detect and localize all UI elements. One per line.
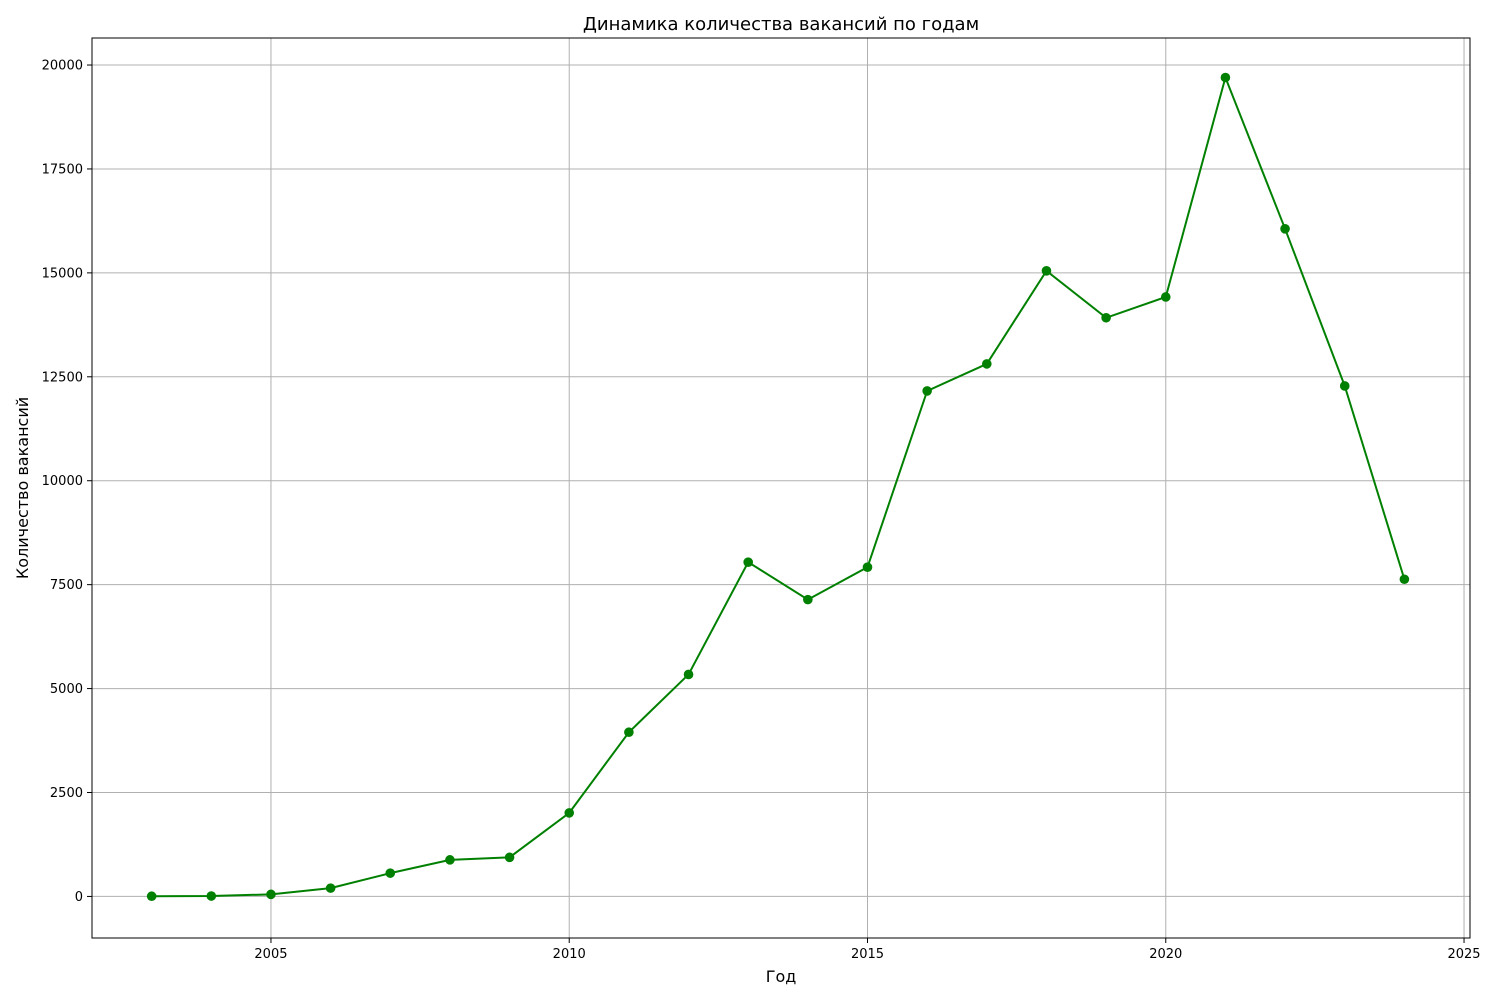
x-axis-label: Год bbox=[766, 967, 797, 986]
data-point bbox=[325, 883, 336, 893]
data-point bbox=[266, 889, 276, 900]
data-point bbox=[1041, 265, 1052, 276]
x-tick-label: 2010 bbox=[553, 947, 586, 962]
y-axis-label: Количество вакансий bbox=[13, 397, 32, 579]
data-point bbox=[862, 562, 873, 572]
data-point bbox=[206, 891, 217, 901]
y-tick-label: 15000 bbox=[42, 266, 83, 281]
series-line bbox=[151, 74, 1406, 898]
data-point bbox=[1220, 72, 1231, 83]
data-point bbox=[982, 359, 992, 369]
y-tick-label: 12500 bbox=[42, 370, 83, 385]
data-point bbox=[922, 386, 932, 396]
data-point bbox=[445, 855, 455, 865]
y-axis-ticks: 0 2500 5000 7500 10000 12500 15000 17500 20000 bbox=[42, 59, 92, 905]
x-tick-label: 2015 bbox=[851, 947, 884, 962]
y-tick-label: 2500 bbox=[50, 786, 83, 801]
plot-area-frame bbox=[91, 37, 1471, 939]
x-axis-ticks: 2005 2010 2015 2020 2025 bbox=[254, 938, 1481, 962]
grid-lines bbox=[92, 38, 1470, 938]
y-tick-label: 10000 bbox=[42, 474, 83, 489]
x-tick-label: 2025 bbox=[1447, 947, 1480, 962]
data-point bbox=[385, 868, 396, 878]
y-tick-label: 0 bbox=[75, 890, 83, 905]
data-point bbox=[1101, 312, 1111, 323]
data-point bbox=[146, 891, 157, 902]
data-point bbox=[1399, 574, 1410, 585]
data-point bbox=[1280, 224, 1290, 234]
data-point bbox=[1160, 292, 1171, 302]
chart-title: Динамика количества вакансий по годам bbox=[583, 14, 979, 35]
y-tick-label: 17500 bbox=[42, 162, 83, 177]
data-point bbox=[564, 808, 575, 818]
data-point bbox=[1339, 381, 1350, 391]
data-point bbox=[803, 594, 813, 605]
y-tick-label: 5000 bbox=[50, 682, 83, 697]
x-tick-label: 2005 bbox=[254, 947, 287, 962]
y-tick-label: 7500 bbox=[50, 578, 83, 593]
y-tick-label: 20000 bbox=[42, 59, 83, 74]
data-point bbox=[743, 557, 753, 568]
series-layer bbox=[146, 72, 1410, 902]
x-tick-label: 2020 bbox=[1149, 947, 1182, 962]
data-point bbox=[624, 727, 634, 738]
data-point bbox=[504, 852, 515, 863]
data-point bbox=[683, 669, 694, 680]
